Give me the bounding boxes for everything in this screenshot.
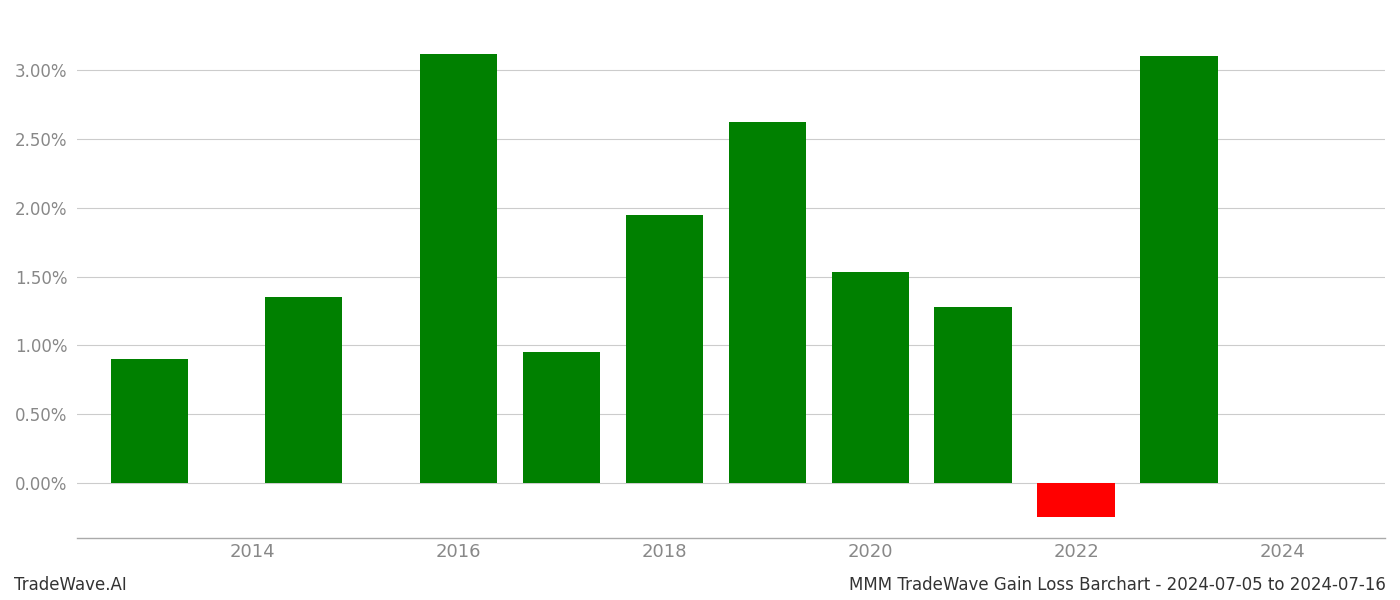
Bar — [1037, 483, 1114, 517]
Bar — [728, 122, 806, 483]
Bar — [934, 307, 1012, 483]
Bar — [626, 215, 703, 483]
Bar — [522, 352, 599, 483]
Bar — [111, 359, 188, 483]
Bar — [1141, 56, 1218, 483]
Text: MMM TradeWave Gain Loss Barchart - 2024-07-05 to 2024-07-16: MMM TradeWave Gain Loss Barchart - 2024-… — [850, 576, 1386, 594]
Text: TradeWave.AI: TradeWave.AI — [14, 576, 127, 594]
Bar — [420, 53, 497, 483]
Bar — [265, 297, 343, 483]
Bar — [832, 272, 909, 483]
